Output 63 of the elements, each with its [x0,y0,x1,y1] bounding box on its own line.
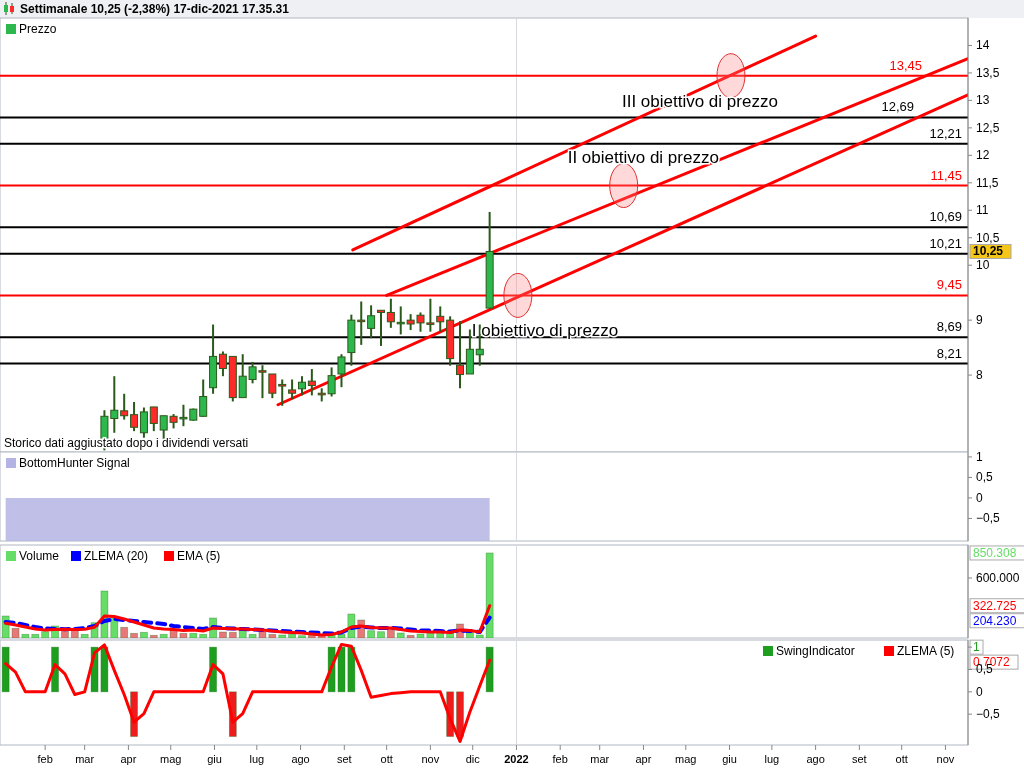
y-tick-label: 1 [976,449,983,464]
y-tick-label: −0,5 [976,707,1001,722]
x-tick-label: mar [75,753,95,765]
x-tick-label: nov [936,753,955,765]
y-tick-label: 11 [976,203,989,218]
y-tick-label: 8 [976,368,983,383]
x-tick-label: apr [635,753,652,765]
x-tick-label: feb [37,753,53,765]
x-tick-label: mag [675,753,697,765]
x-tick-label: feb [552,753,568,765]
ref-line-label: 9,45 [936,277,962,293]
annotation: II obiettivo di prezzo [567,147,719,167]
x-tick-label: set [852,753,867,765]
y-tick-label: 12,5 [976,120,1000,135]
y-tick-label: −0,5 [976,511,1001,526]
y-tick-label: 14 [976,38,990,53]
y-tick-label: 13,5 [976,65,1000,80]
ref-line-label: 8,69 [936,319,962,335]
ref-line-label: 11,45 [930,167,962,183]
chart-title: Settimanale 10,25 (-2,38%) 17-dic-2021 17.35.31 [20,2,290,16]
y-tick-label: 0 [976,490,983,505]
y-tick-label: 11,5 [976,175,999,190]
y-tick-label: 0 [976,684,983,699]
ref-line-label: 8,21 [936,345,962,361]
x-tick-label: ott [895,753,908,765]
y-tick-label: 12 [976,148,990,163]
legend-label: BottomHunter Signal [19,456,130,470]
x-tick-label: nov [421,753,440,765]
legend-label: EMA (5) [177,549,221,563]
text: 204.230 [973,613,1017,628]
legend-label: SwingIndicator [776,644,855,658]
x-tick-label: ago [806,753,825,765]
text: 10,25 [973,244,1004,259]
legend-label: ZLEMA (5) [897,644,955,658]
legend-label: Prezzo [19,22,57,36]
y-tick-label: 10 [976,258,990,273]
x-tick-label: lug [764,753,780,765]
x-tick-label: mag [160,753,182,765]
x-tick-label: apr [120,753,137,765]
x-tick-label: ott [380,753,393,765]
y-tick-label: 13 [976,93,990,108]
annotation: I obiettivo di prezzo [471,321,619,341]
x-tick-label: dic [465,753,481,765]
y-tick-label: 0,5 [976,470,994,485]
x-tick-label: 2022 [504,753,529,765]
ref-line-label: 12,21 [929,125,962,141]
text: 850.308 [973,545,1017,560]
legend-label: ZLEMA (20) [84,549,149,563]
text: 322.725 [973,598,1017,613]
x-tick-label: lug [249,753,265,765]
x-tick-label: giu [722,753,737,765]
y-tick-label: 9 [976,313,983,328]
ref-line-label: 12,69 [881,99,914,115]
x-tick-label: ago [291,753,310,765]
x-tick-label: mar [590,753,610,765]
legend-label: Volume [19,549,60,563]
x-tick-label: set [336,753,352,765]
ref-line-label: 13,45 [889,57,922,73]
ref-line-label: 10,69 [929,209,962,225]
y-tick-label: 600.000 [976,571,1020,585]
x-tick-label: giu [207,753,222,765]
ref-line-label: 10,21 [929,235,962,251]
y-tick-label: 10,5 [976,230,1000,245]
